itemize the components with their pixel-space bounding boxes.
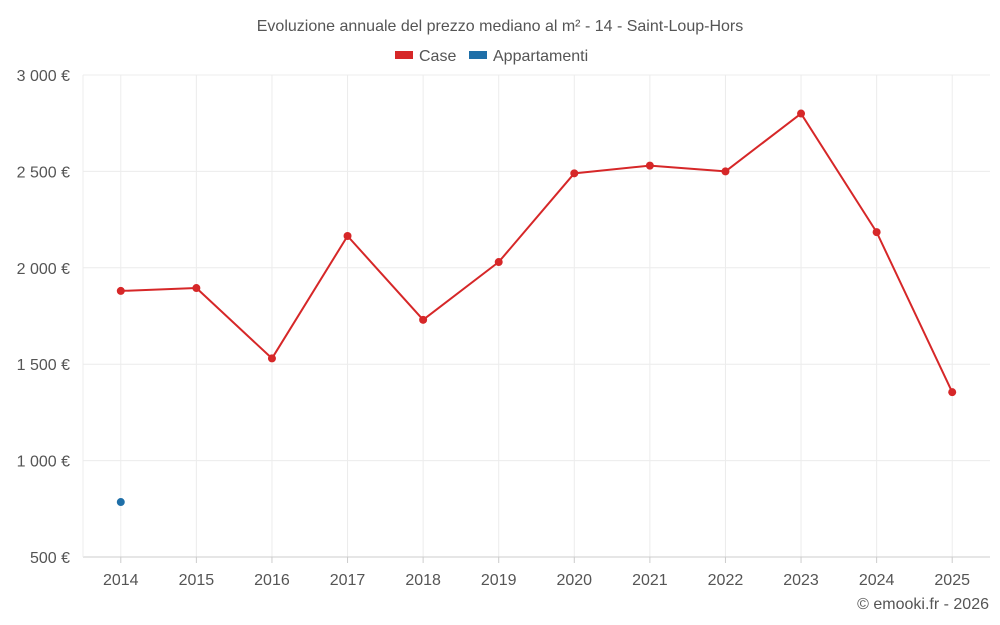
data-point-case[interactable] <box>267 354 276 363</box>
data-point-case[interactable] <box>192 284 201 293</box>
x-axis-ticks: 2014 2015 2016 2017 2018 2019 2020 2021 2022 2023… <box>103 572 970 589</box>
credit-text: © emooki.fr - 2026 <box>857 596 989 613</box>
data-point-case[interactable] <box>343 231 352 240</box>
x-tick-label: 2023 <box>783 572 819 589</box>
y-tick-label: 1 500 € <box>17 357 70 374</box>
y-tick-label: 500 € <box>30 550 70 567</box>
x-tick-label: 2018 <box>405 572 441 589</box>
data-point-case[interactable] <box>645 161 654 170</box>
data-point-case[interactable] <box>721 167 730 176</box>
data-point-appartamenti[interactable] <box>116 498 125 507</box>
x-tick-label: 2016 <box>254 572 290 589</box>
legend-swatch-appartamenti[interactable] <box>469 51 487 59</box>
x-tick-label: 2020 <box>556 572 592 589</box>
data-point-case[interactable] <box>872 228 881 237</box>
x-tick-label: 2019 <box>481 572 517 589</box>
x-tick-label: 2017 <box>330 572 366 589</box>
legend: Case Appartamenti <box>395 48 588 65</box>
data-point-case[interactable] <box>948 388 957 397</box>
data-point-case[interactable] <box>116 286 125 295</box>
legend-label-case[interactable]: Case <box>419 48 456 65</box>
y-tick-label: 2 000 € <box>17 261 70 278</box>
x-tick-label: 2022 <box>708 572 744 589</box>
gridlines <box>83 74 990 557</box>
series <box>116 109 957 507</box>
data-point-case[interactable] <box>494 258 503 267</box>
data-point-case[interactable] <box>797 109 806 118</box>
legend-swatch-case[interactable] <box>395 51 413 59</box>
y-axis-ticks: 500 € 1 000 € 1 500 € 2 000 € 2 500 € 3 000 € <box>17 68 70 567</box>
axes <box>82 75 990 563</box>
x-tick-label: 2021 <box>632 572 668 589</box>
x-tick-label: 2025 <box>934 572 970 589</box>
data-point-case[interactable] <box>570 169 579 178</box>
chart-title: Evoluzione annuale del prezzo mediano al… <box>257 18 743 35</box>
y-tick-label: 3 000 € <box>17 68 70 85</box>
x-tick-label: 2014 <box>103 572 139 589</box>
x-tick-label: 2015 <box>179 572 215 589</box>
x-tick-label: 2024 <box>859 572 895 589</box>
y-tick-label: 1 000 € <box>17 454 70 471</box>
y-tick-label: 2 500 € <box>17 164 70 181</box>
data-point-case[interactable] <box>419 315 428 324</box>
series-line-case <box>120 112 954 393</box>
legend-label-appartamenti[interactable]: Appartamenti <box>493 48 588 65</box>
